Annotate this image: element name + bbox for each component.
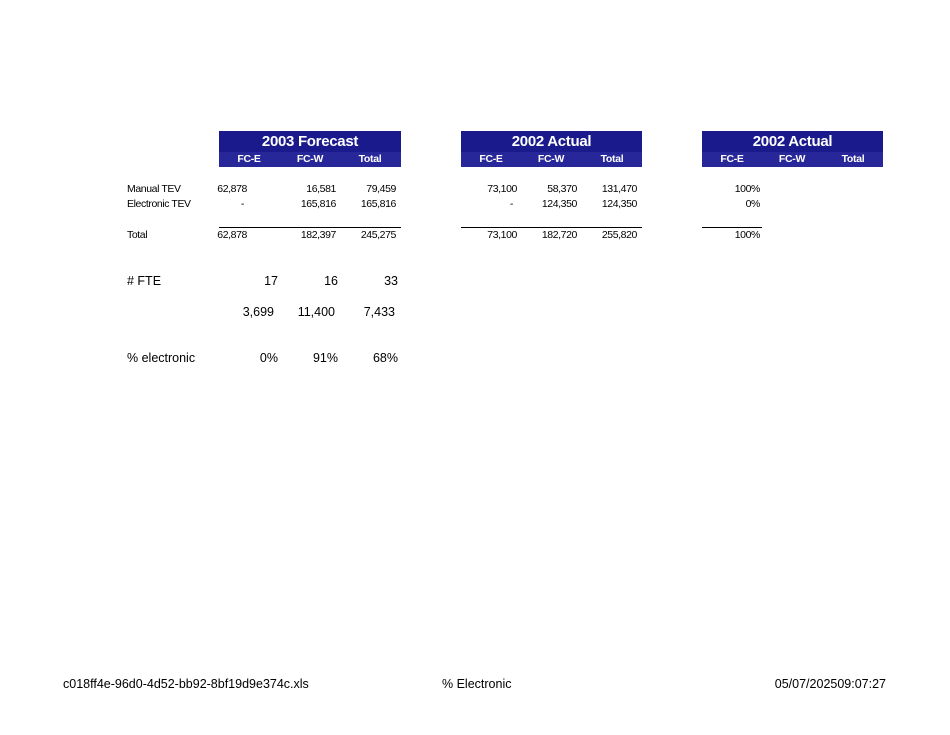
fte-fc-w: 16 (324, 274, 338, 288)
cell-manual-total: 131,470 (601, 183, 638, 195)
per-fte-fc-w: 11,400 (297, 305, 335, 319)
col-header-total: Total (358, 153, 382, 165)
cell-manual-total: 79,459 (366, 183, 396, 195)
cell-electronic-fc-e: - (509, 198, 514, 210)
cell-electronic-fc-e: 0% (745, 198, 761, 210)
per-fte-total: 7,433 (363, 305, 395, 319)
total-rule (461, 227, 642, 228)
col-header-fc-e: FC-E (237, 153, 261, 165)
pct-electronic-fc-e: 0% (259, 351, 278, 365)
pct-electronic-total: 68% (372, 351, 398, 365)
col-header-total: Total (841, 153, 865, 165)
per-fte-fc-e: 3,699 (242, 305, 274, 319)
col-header-fc-w: FC-W (537, 153, 565, 165)
block-title: 2002 Actual (461, 131, 642, 152)
cell-total-fc-e: 62,878 (217, 229, 247, 241)
column-headers: FC-E FC-W Total (219, 152, 401, 167)
cell-electronic-fc-w: 165,816 (300, 198, 337, 210)
fte-fc-e: 17 (264, 274, 278, 288)
footer-timestamp: 05/07/202509:07:27 (774, 677, 886, 691)
footer-sheet-name: % Electronic (442, 677, 512, 691)
block-title: 2003 Forecast (219, 131, 401, 152)
fte-label: # FTE (127, 274, 162, 288)
cell-total-fc-e: 100% (734, 229, 761, 241)
cell-manual-fc-e: 100% (734, 183, 761, 195)
row-label-total: Total (127, 229, 148, 241)
cell-manual-fc-e: 73,100 (487, 183, 517, 195)
cell-manual-fc-w: 58,370 (547, 183, 577, 195)
block-title: 2002 Actual (702, 131, 883, 152)
col-header-fc-w: FC-W (296, 153, 324, 165)
cell-electronic-total: 124,350 (601, 198, 638, 210)
row-label-manual-tev: Manual TEV (127, 183, 181, 195)
total-rule (702, 227, 762, 228)
col-header-fc-e: FC-E (720, 153, 744, 165)
row-label-electronic-tev: Electronic TEV (127, 198, 191, 210)
col-header-fc-e: FC-E (479, 153, 503, 165)
cell-total-fc-w: 182,720 (541, 229, 578, 241)
column-headers: FC-E FC-W Total (461, 152, 642, 167)
cell-electronic-fc-e: - (240, 198, 245, 210)
column-headers: FC-E FC-W Total (702, 152, 883, 167)
col-header-total: Total (600, 153, 624, 165)
pct-electronic-label: % electronic (127, 351, 196, 365)
cell-total-fc-w: 182,397 (300, 229, 337, 241)
cell-total-fc-e: 73,100 (487, 229, 517, 241)
cell-manual-fc-e: 62,878 (217, 183, 247, 195)
cell-electronic-total: 165,816 (360, 198, 397, 210)
col-header-fc-w: FC-W (778, 153, 806, 165)
cell-total-total: 255,820 (601, 229, 638, 241)
cell-total-total: 245,275 (360, 229, 397, 241)
fte-total: 33 (384, 274, 398, 288)
footer-filename: c018ff4e-96d0-4d52-bb92-8bf19d9e374c.xls (63, 677, 309, 691)
cell-electronic-fc-w: 124,350 (541, 198, 578, 210)
pct-electronic-fc-w: 91% (312, 351, 338, 365)
total-rule (219, 227, 401, 228)
cell-manual-fc-w: 16,581 (306, 183, 336, 195)
